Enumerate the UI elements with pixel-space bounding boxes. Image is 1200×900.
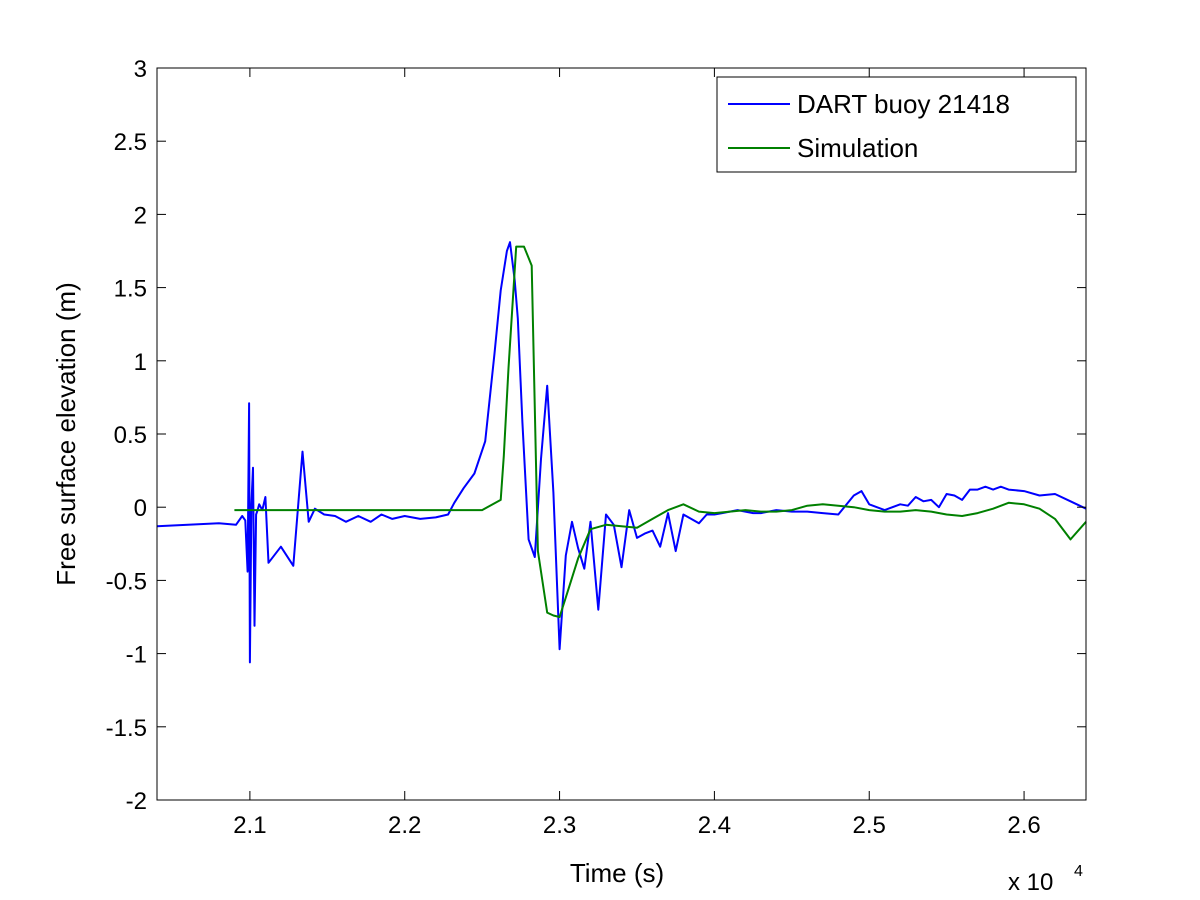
- series-line-simulation: [234, 245, 1087, 618]
- series-layer: [156, 241, 1087, 664]
- y-tick-label: -1.5: [106, 715, 147, 742]
- y-tick-label: 0.5: [114, 422, 147, 449]
- y-tick-label: 2: [134, 202, 147, 229]
- y-tick-label: 1.5: [114, 276, 147, 303]
- x-tick-label: 2.5: [853, 812, 886, 839]
- x-axis-title: Time (s): [570, 858, 664, 888]
- y-tick-labels: -2 -1.5 -1 -0.5 0 0.5 1 1.5 2 2.5 3: [106, 56, 147, 815]
- legend-label-simulation: Simulation: [797, 133, 918, 163]
- x-tick-label: 2.6: [1007, 812, 1040, 839]
- legend-box: [716, 76, 1077, 173]
- y-axis-title: Free surface elevation (m): [51, 282, 81, 585]
- y-tick-label: -2: [126, 788, 147, 815]
- y-tick-label: 2.5: [114, 129, 147, 156]
- x-tick-label: 2.4: [698, 812, 731, 839]
- y-tick-label: -0.5: [106, 568, 147, 595]
- x-axis-multiplier-exponent: 4: [1074, 863, 1083, 880]
- y-tick-label: -1: [126, 642, 147, 669]
- x-tick-label: 2.3: [543, 812, 576, 839]
- x-tick-labels: 2.1 2.2 2.3 2.4 2.5 2.6: [233, 812, 1041, 839]
- series-line-dart-buoy: [156, 241, 1087, 664]
- x-axis-multiplier: x 10 4: [1008, 863, 1083, 896]
- x-tick-label: 2.2: [388, 812, 421, 839]
- y-tick-label: 3: [134, 56, 147, 83]
- legend: DART buoy 21418 Simulation: [716, 76, 1077, 173]
- x-tick-label: 2.1: [233, 812, 266, 839]
- x-axis-multiplier-base: x 10: [1008, 869, 1053, 896]
- legend-label-dart: DART buoy 21418: [797, 89, 1010, 119]
- y-tick-label: 1: [134, 349, 147, 376]
- y-ticks: [157, 67, 1086, 801]
- plot-area: [157, 68, 1086, 800]
- x-ticks: [249, 68, 1025, 800]
- y-tick-label: 0: [134, 495, 147, 522]
